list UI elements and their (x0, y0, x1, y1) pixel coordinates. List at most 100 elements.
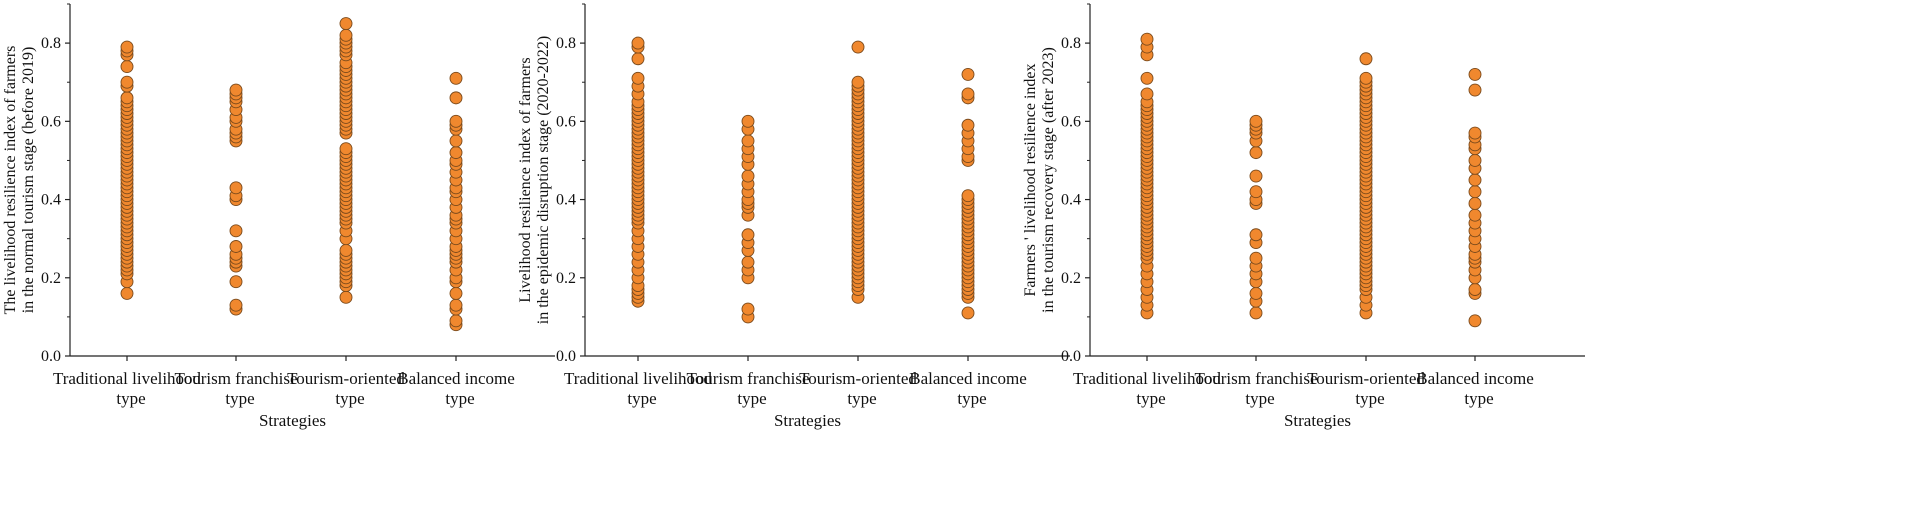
chart-panel-1: 0.0 0.2 0.4 0.6 0.8 The livelihood resilience… (2, 3, 555, 430)
data-point (1468, 153, 1482, 167)
y-tick-label: 0.8 (1061, 35, 1081, 52)
category-label: Tourism-oriented (1307, 369, 1425, 388)
y-axis-title-line-1: Livelihood resilience index of farmers (517, 57, 534, 302)
data-point (741, 134, 755, 148)
data-point (449, 146, 463, 160)
data-point (229, 83, 243, 97)
data-point (120, 286, 134, 300)
data-point (120, 91, 134, 105)
data-point (1468, 83, 1482, 97)
data-point (741, 255, 755, 269)
category-label: Balanced income (909, 369, 1027, 388)
y-tick-label: 0.0 (556, 348, 576, 365)
category-label-suffix: type (737, 389, 766, 408)
category-label: Tourism franchise (175, 369, 298, 388)
data-point (229, 240, 243, 253)
chart-panel-3: 0.0 0.2 0.4 0.6 0.8 Farmers ' livelihood resi… (1022, 3, 1585, 430)
x-axis-title: Strategies (774, 411, 841, 430)
y-tick-label: 0.6 (556, 113, 576, 130)
data-point (741, 302, 755, 316)
y-tick-label: 0.0 (41, 348, 61, 365)
data-point (120, 60, 134, 74)
category-label-suffix: type (225, 389, 254, 408)
data-point (1468, 208, 1482, 222)
y-tick-label: 0.6 (41, 113, 61, 130)
data-point (1140, 71, 1154, 85)
category-label-suffix: type (335, 389, 364, 408)
data-point (449, 114, 463, 128)
y-axis-title-line-2: in the tourism recovery stage (after 202… (1040, 47, 1057, 313)
data-point (229, 275, 243, 289)
data-point (120, 75, 134, 89)
data-point (1468, 283, 1482, 296)
category-label: Tourism-oriented (799, 369, 917, 388)
data-point (741, 228, 755, 242)
category-label-suffix: type (627, 389, 656, 408)
category-label: Balanced income (397, 369, 515, 388)
data-point (229, 298, 243, 312)
category-label-suffix: type (1136, 389, 1165, 408)
category-label: Tourism franchise (687, 369, 810, 388)
y-axis-title-line-2: in the normal tourism stage (before 2019… (20, 47, 37, 314)
y-tick-label: 0.2 (41, 270, 61, 287)
category-label-suffix: type (957, 389, 986, 408)
data-point (229, 181, 243, 195)
data-point (851, 40, 865, 54)
category-label: Traditional livelihood (564, 369, 713, 388)
chart-panel-2: 0.0 0.2 0.4 0.6 0.8 Livelihood resilience ind… (517, 3, 1070, 430)
data-point (1468, 314, 1482, 328)
data-point (1468, 197, 1482, 210)
category-label-suffix: type (1355, 389, 1384, 408)
data-point (631, 36, 645, 50)
y-tick-label: 0.8 (556, 35, 576, 52)
y-axis-title-line-1: Farmers ' livelihood resilience index (1022, 63, 1039, 296)
y-tick-label: 0.4 (556, 192, 576, 209)
data-point (1468, 173, 1482, 187)
data-point (1249, 169, 1263, 183)
category-label: Traditional livelihood (53, 369, 202, 388)
y-tick-label: 0.4 (41, 192, 61, 209)
data-point (339, 17, 353, 31)
data-point (961, 87, 975, 101)
data-point (631, 52, 645, 66)
category-label-suffix: type (847, 389, 876, 408)
category-label: Traditional livelihood (1073, 369, 1222, 388)
data-point (1468, 126, 1482, 140)
category-label: Tourism franchise (1195, 369, 1318, 388)
data-point (229, 224, 243, 238)
data-point (961, 306, 975, 320)
data-point (961, 118, 975, 132)
data-point (631, 71, 645, 85)
data-point (449, 91, 463, 105)
data-point (339, 290, 353, 304)
data-point (961, 67, 975, 81)
data-point (851, 75, 865, 89)
data-point (1249, 251, 1263, 265)
data-point (961, 189, 975, 203)
category-label-suffix: type (1464, 389, 1493, 408)
y-tick-label: 0.0 (1061, 348, 1081, 365)
data-point (1359, 71, 1373, 85)
data-point (741, 114, 755, 128)
data-point (1468, 185, 1482, 199)
y-tick-label: 0.6 (1061, 113, 1081, 130)
data-point (1249, 228, 1263, 242)
data-point (1140, 32, 1154, 46)
data-point (449, 71, 463, 85)
data-point (1468, 67, 1482, 81)
x-axis-title: Strategies (1284, 411, 1351, 430)
y-tick-label: 0.2 (1061, 270, 1081, 287)
y-tick-label: 0.8 (41, 35, 61, 52)
y-tick-label: 0.2 (556, 270, 576, 287)
category-label-suffix: type (116, 389, 145, 408)
data-point (339, 243, 353, 257)
data-point (741, 169, 755, 183)
category-label: Tourism-oriented (287, 369, 405, 388)
data-point (1249, 286, 1263, 300)
category-label: Balanced income (1416, 369, 1534, 388)
data-point (1249, 146, 1263, 160)
data-point (449, 298, 463, 312)
x-axis-title: Strategies (259, 411, 326, 430)
